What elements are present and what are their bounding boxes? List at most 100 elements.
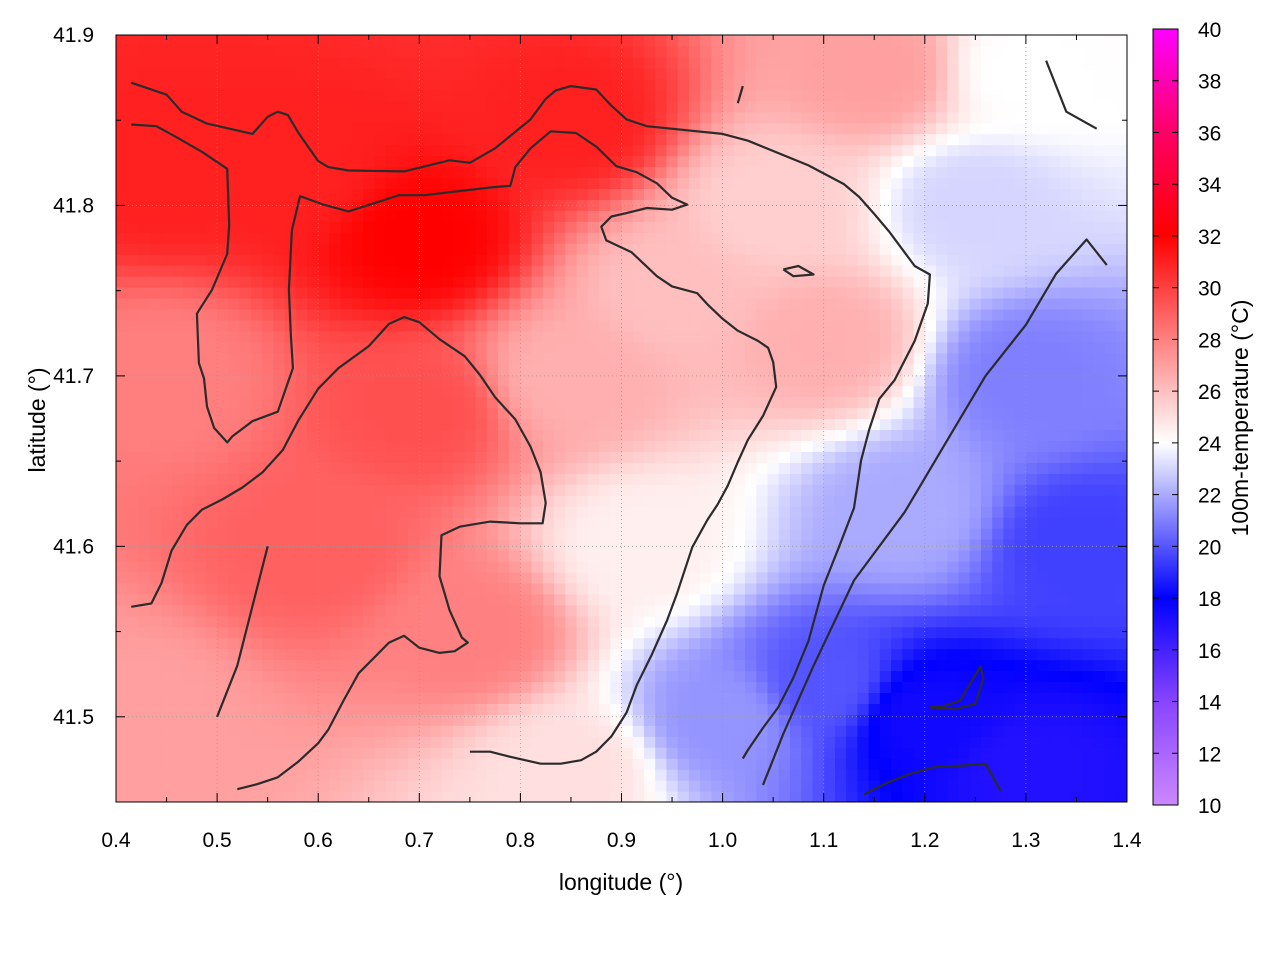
heatmap-cell [250,528,263,540]
heatmap-cell [778,210,791,222]
heatmap-cell [408,308,420,321]
heatmap-cell [453,45,465,58]
heatmap-cell [441,747,454,759]
heatmap-cell [183,177,196,189]
heatmap-cell [509,549,521,562]
heatmap-cell [834,495,847,507]
heatmap-cell [250,571,263,584]
heatmap-cell [520,615,533,628]
heatmap-cell [711,758,724,770]
heatmap-cell [587,714,600,726]
heatmap-cell [239,407,252,420]
heatmap-cell [677,385,690,398]
heatmap-cell [385,418,398,431]
heatmap-cell [116,374,128,387]
heatmap-cell [306,363,319,376]
heatmap-cell [127,155,140,168]
heatmap-cell [823,407,836,420]
heatmap-cell [599,67,611,80]
heatmap-cell [486,736,499,748]
heatmap-cell [351,451,364,463]
heatmap-cell [205,725,218,737]
heatmap-cell [396,199,409,211]
heatmap-cell [520,341,533,354]
heatmap-cell [767,429,780,442]
heatmap-cell [565,648,578,661]
heatmap-cell [643,407,656,420]
heatmap-cell [745,210,757,222]
heatmap-cell [464,341,477,354]
heatmap-cell [464,681,477,694]
heatmap-cell [655,780,668,792]
heatmap-cell [576,254,589,266]
heatmap-cell [655,582,668,595]
heatmap-cell [363,780,375,792]
heatmap-cell [711,560,724,573]
heatmap-cell [587,177,600,189]
heatmap-cell [565,35,578,47]
heatmap-cell [632,769,645,781]
heatmap-cell [396,692,409,704]
heatmap-cell [183,758,196,770]
heatmap-cell [812,363,825,376]
heatmap-cell [340,221,353,233]
heatmap-cell [396,35,409,47]
heatmap-cell [486,418,499,431]
heatmap-cell [486,506,499,518]
heatmap-cell [655,232,668,244]
heatmap-cell [194,407,207,420]
heatmap-cell [677,78,690,91]
heatmap-cell [700,396,712,409]
heatmap-cell [587,440,600,452]
heatmap-cell [497,615,510,628]
heatmap-cell [868,418,881,431]
heatmap-cell [666,539,679,551]
heatmap-cell [542,560,555,573]
heatmap-cell [160,133,173,146]
heatmap-cell [217,626,229,639]
heatmap-cell [531,560,544,573]
heatmap-cell [823,758,836,770]
heatmap-cell [677,725,690,737]
heatmap-cell [408,56,420,69]
heatmap-cell [778,188,791,200]
heatmap-cell [127,517,140,529]
heatmap-cell [273,363,286,376]
heatmap-cell [700,89,712,102]
heatmap-cell [239,670,252,683]
heatmap-cell [509,506,521,518]
heatmap-cell [767,265,780,277]
heatmap-cell [711,67,724,80]
heatmap-cell [801,758,814,770]
heatmap-cell [228,35,241,47]
heatmap-cell [868,56,881,69]
heatmap-cell [610,287,623,299]
heatmap-cell [262,45,274,58]
heatmap-cell [385,670,398,683]
heatmap-cell [879,199,892,211]
heatmap-cell [632,319,645,332]
heatmap-cell [834,418,847,431]
heatmap-cell [385,791,398,802]
heatmap-cell [138,736,151,748]
heatmap-cell [722,232,735,244]
heatmap-cell [273,243,286,255]
heatmap-cell [228,440,241,452]
heatmap-cell [351,363,364,376]
heatmap-cell [149,670,162,683]
heatmap-cell [610,769,623,781]
heatmap-cell [554,67,566,80]
heatmap-cell [408,78,420,91]
heatmap-cell [666,703,679,715]
heatmap-cell [497,111,510,124]
heatmap-cell [565,363,578,376]
heatmap-cell [745,637,757,650]
heatmap-cell [812,670,825,683]
heatmap-cell [183,769,196,781]
heatmap-cell [722,549,735,562]
heatmap-cell [812,462,825,474]
heatmap-cell [149,177,162,189]
heatmap-cell [318,758,331,770]
heatmap-cell [655,199,668,211]
heatmap-cell [419,473,432,485]
